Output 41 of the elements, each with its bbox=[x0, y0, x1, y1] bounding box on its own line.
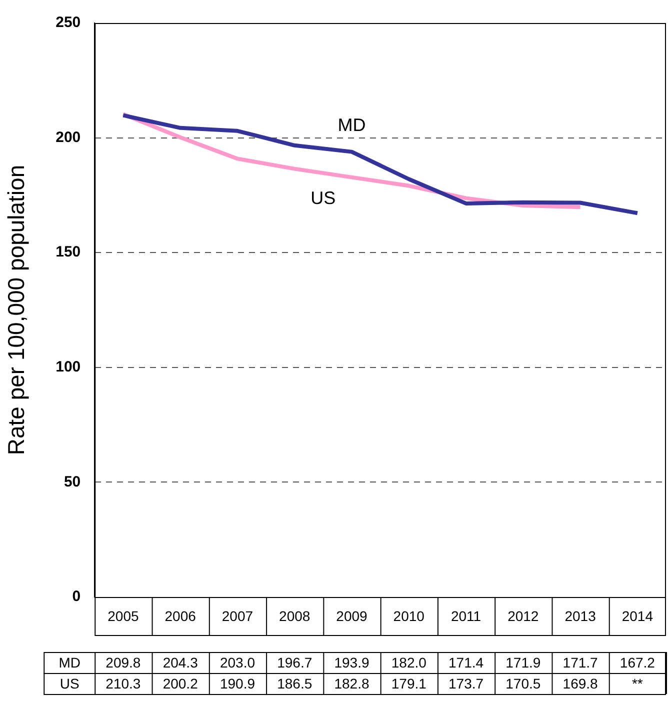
y-tick-label: 100 bbox=[56, 358, 81, 376]
data-label: 203.0 bbox=[220, 654, 256, 670]
data-label: 170.5 bbox=[506, 675, 541, 692]
text: ** bbox=[632, 675, 643, 692]
x-tick-label: 2010 bbox=[393, 608, 425, 624]
y-axis-title: Rate per 100,000 population bbox=[3, 164, 30, 456]
y-tick-label: 250 bbox=[56, 14, 81, 32]
data-label: 204.3 bbox=[162, 654, 198, 670]
x-tick-label: 2005 bbox=[108, 608, 139, 624]
data-label: 196.7 bbox=[277, 654, 312, 670]
series-label: US bbox=[310, 188, 336, 208]
data-label: 190.9 bbox=[220, 675, 256, 692]
series-label: MD bbox=[338, 114, 366, 135]
x-tick-label: 2012 bbox=[508, 608, 539, 624]
x-tick-label: 2009 bbox=[336, 608, 368, 624]
data-label: 193.9 bbox=[334, 654, 370, 670]
data-label: 167.2 bbox=[620, 654, 656, 670]
y-tick-label: 0 bbox=[72, 588, 81, 606]
data-label: 173.7 bbox=[448, 675, 484, 692]
x-tick-label: 2011 bbox=[450, 608, 482, 624]
data-label: 171.7 bbox=[562, 654, 598, 670]
x-tick-label: 2006 bbox=[164, 608, 196, 624]
data-label: 171.9 bbox=[506, 654, 541, 670]
y-tick-label: 200 bbox=[56, 128, 81, 146]
x-tick-label: 2013 bbox=[564, 608, 596, 624]
data-label: 179.1 bbox=[391, 675, 427, 692]
data-label: 169.8 bbox=[562, 675, 598, 692]
data-label: 182.8 bbox=[334, 675, 370, 692]
text: US bbox=[60, 675, 80, 692]
x-tick-label: 2008 bbox=[279, 608, 310, 624]
data-label: 182.0 bbox=[391, 654, 427, 670]
x-tick-label: 2014 bbox=[622, 608, 654, 624]
y-tick-label: 50 bbox=[64, 473, 81, 490]
data-label: 200.2 bbox=[162, 675, 198, 692]
data-label: 171.4 bbox=[448, 654, 484, 670]
data-label: 210.3 bbox=[106, 675, 141, 692]
y-tick-label: 150 bbox=[56, 244, 81, 261]
data-label: 209.8 bbox=[106, 654, 141, 670]
text: MD bbox=[58, 654, 81, 670]
data-label: 186.5 bbox=[277, 675, 312, 692]
x-tick-label: 2007 bbox=[222, 608, 254, 624]
